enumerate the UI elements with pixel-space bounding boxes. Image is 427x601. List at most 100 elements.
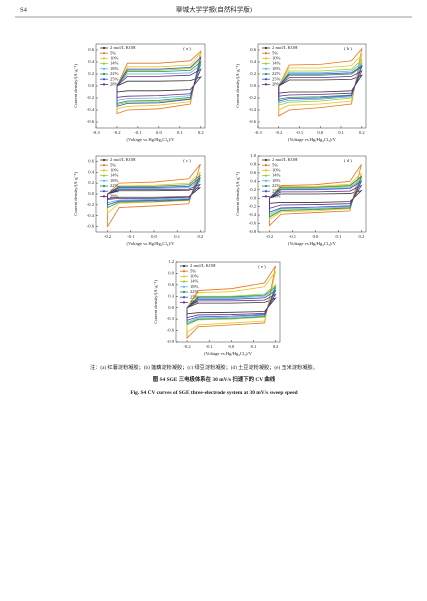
y-tick-label: 0.0 bbox=[88, 83, 94, 88]
legend-marker bbox=[102, 174, 106, 177]
legend-marker bbox=[102, 179, 106, 182]
y-tick-label: 0.4 bbox=[250, 178, 256, 183]
legend-marker bbox=[264, 62, 268, 65]
legend-label: 5% bbox=[272, 50, 278, 55]
x-tick-label: 0.1 bbox=[338, 130, 344, 135]
y-tick-label: -0.6 bbox=[249, 221, 257, 226]
legend-label: 28% bbox=[272, 193, 281, 198]
y-tick-label: -0.4 bbox=[249, 107, 257, 112]
x-tick-label: -0.1 bbox=[134, 130, 142, 135]
x-tick-label: 0.0 bbox=[313, 234, 319, 239]
caption-title-en: Fig. S4 CV curves of SGE three-electrode… bbox=[130, 390, 297, 396]
legend-marker bbox=[264, 174, 268, 177]
legend-label: 10% bbox=[272, 167, 281, 172]
legend-label: 14% bbox=[110, 61, 119, 66]
cv-curve bbox=[269, 180, 363, 213]
x-tick-label: 0.1 bbox=[251, 344, 257, 349]
x-tick-label: -0.2 bbox=[266, 234, 274, 239]
y-tick-label: 0.0 bbox=[250, 195, 256, 200]
legend-marker bbox=[102, 72, 106, 76]
caption-title-cn: 图 S4 SGE 三电极体系在 30 mV/s 扫速下的 CV 曲线 bbox=[153, 375, 276, 383]
x-tick-label: 0.2 bbox=[359, 234, 365, 239]
y-axis-label: Current density/(A·g⁻¹) bbox=[235, 64, 240, 108]
legend-marker bbox=[102, 57, 106, 60]
x-tick-label: 0.0 bbox=[228, 344, 234, 349]
y-axis-label: Current density/(A·g⁻¹) bbox=[73, 64, 78, 108]
cv-curve bbox=[116, 76, 203, 93]
y-tick-label: -0.2 bbox=[87, 95, 95, 100]
legend-marker bbox=[102, 164, 106, 167]
legend-marker bbox=[264, 67, 268, 70]
legend-label: 22% bbox=[272, 71, 281, 76]
legend-label: 18% bbox=[272, 178, 281, 183]
legend-label: 14% bbox=[272, 61, 281, 66]
legend-marker bbox=[102, 169, 106, 172]
legend-marker bbox=[182, 290, 186, 294]
cv-curve bbox=[269, 172, 362, 221]
plot-frame bbox=[175, 261, 281, 343]
legend-label: 5% bbox=[190, 268, 196, 273]
y-tick-label: 0.4 bbox=[88, 59, 94, 64]
x-axis-label: (Voltage vs.Hg/Hg₂Cl₂)/V bbox=[126, 137, 175, 142]
legend-label: 2 mol/L KOH bbox=[110, 45, 136, 50]
plot-frame bbox=[257, 155, 367, 233]
x-tick-label: -0.2 bbox=[104, 234, 112, 239]
y-tick-label: -0.4 bbox=[87, 213, 95, 218]
cv-curve bbox=[107, 187, 201, 199]
y-tick-label: 0.4 bbox=[250, 59, 256, 64]
legend-marker bbox=[264, 164, 268, 167]
legend-marker bbox=[264, 179, 268, 182]
y-tick-label: 0.2 bbox=[88, 71, 94, 76]
legend-label: 25% bbox=[190, 294, 199, 299]
x-axis-label: (Voltage vs.Hg/Hg₂Cl₂)/V bbox=[126, 241, 175, 246]
x-tick-label: 0.1 bbox=[336, 234, 342, 239]
legend-label: 14% bbox=[110, 173, 119, 178]
y-axis-label: Current density/(A·g⁻¹) bbox=[153, 280, 158, 324]
cv-curve bbox=[269, 189, 363, 204]
y-tick-label: 0.6 bbox=[250, 47, 256, 52]
x-tick-label: 0.1 bbox=[174, 234, 180, 239]
cv-curve bbox=[107, 183, 201, 200]
journal-title: 聊城大学学报(自然科学版) bbox=[176, 4, 252, 13]
y-tick-label: 1.0 bbox=[250, 153, 256, 158]
y-tick-label: -0.2 bbox=[249, 204, 257, 209]
legend-label: 5% bbox=[272, 162, 278, 167]
x-tick-label: 0.2 bbox=[197, 234, 203, 239]
legend-label: 2 mol/L KOH bbox=[272, 157, 298, 162]
legend-marker bbox=[102, 67, 106, 70]
cv-curve bbox=[107, 174, 201, 209]
legend-label: 14% bbox=[272, 173, 281, 178]
legend-label: 22% bbox=[190, 289, 199, 294]
y-tick-label: -0.2 bbox=[249, 95, 257, 100]
y-tick-label: 0.2 bbox=[250, 187, 256, 192]
y-tick-label: 0.2 bbox=[250, 71, 256, 76]
legend-label: 14% bbox=[190, 279, 199, 284]
panel-label: ( c ) bbox=[183, 158, 191, 163]
cv-curve bbox=[269, 184, 363, 209]
legend-label: 22% bbox=[272, 183, 281, 188]
panel-label: ( b ) bbox=[344, 46, 352, 51]
cv-curve bbox=[116, 55, 202, 107]
legend-marker bbox=[264, 195, 268, 198]
legend-marker bbox=[182, 296, 186, 299]
panel-label: ( e ) bbox=[258, 264, 266, 269]
legend-marker bbox=[264, 78, 268, 81]
legend-label: 18% bbox=[272, 66, 281, 71]
cv-curve bbox=[269, 164, 362, 227]
legend-label: 10% bbox=[272, 55, 281, 60]
y-tick-label: -0.3 bbox=[167, 316, 175, 321]
legend-label: 10% bbox=[110, 167, 119, 172]
legend-label: 2 mol/L KOH bbox=[272, 45, 298, 50]
legend-label: 28% bbox=[190, 299, 199, 304]
y-tick-label: -0.2 bbox=[87, 202, 95, 207]
legend-marker bbox=[102, 46, 106, 50]
x-tick-label: 0.0 bbox=[156, 130, 162, 135]
legend-label: 18% bbox=[190, 284, 199, 289]
y-tick-label: 0.8 bbox=[250, 162, 256, 167]
cv-curve bbox=[278, 70, 363, 97]
legend-label: 10% bbox=[190, 273, 199, 278]
y-tick-label: 0.6 bbox=[250, 170, 256, 175]
legend-label: 25% bbox=[272, 188, 281, 193]
